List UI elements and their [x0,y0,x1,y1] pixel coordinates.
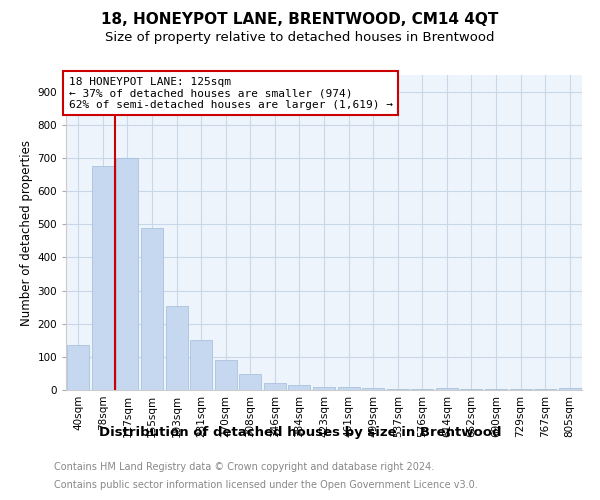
Text: Size of property relative to detached houses in Brentwood: Size of property relative to detached ho… [105,31,495,44]
Bar [264,382,286,390]
Bar [215,360,237,390]
Bar [116,158,139,390]
Bar [67,345,89,390]
Bar [559,388,581,390]
Bar [436,388,458,390]
Bar [141,228,163,390]
Bar [92,166,114,390]
Bar [239,374,262,390]
Bar [362,388,384,390]
Text: 18, HONEYPOT LANE, BRENTWOOD, CM14 4QT: 18, HONEYPOT LANE, BRENTWOOD, CM14 4QT [101,12,499,28]
Bar [313,386,335,390]
Text: Distribution of detached houses by size in Brentwood: Distribution of detached houses by size … [99,426,501,439]
Y-axis label: Number of detached properties: Number of detached properties [20,140,33,326]
Text: 18 HONEYPOT LANE: 125sqm
← 37% of detached houses are smaller (974)
62% of semi-: 18 HONEYPOT LANE: 125sqm ← 37% of detach… [68,76,392,110]
Bar [289,384,310,390]
Text: Contains HM Land Registry data © Crown copyright and database right 2024.: Contains HM Land Registry data © Crown c… [54,462,434,472]
Text: Contains public sector information licensed under the Open Government Licence v3: Contains public sector information licen… [54,480,478,490]
Bar [190,340,212,390]
Bar [338,386,359,390]
Bar [166,306,188,390]
